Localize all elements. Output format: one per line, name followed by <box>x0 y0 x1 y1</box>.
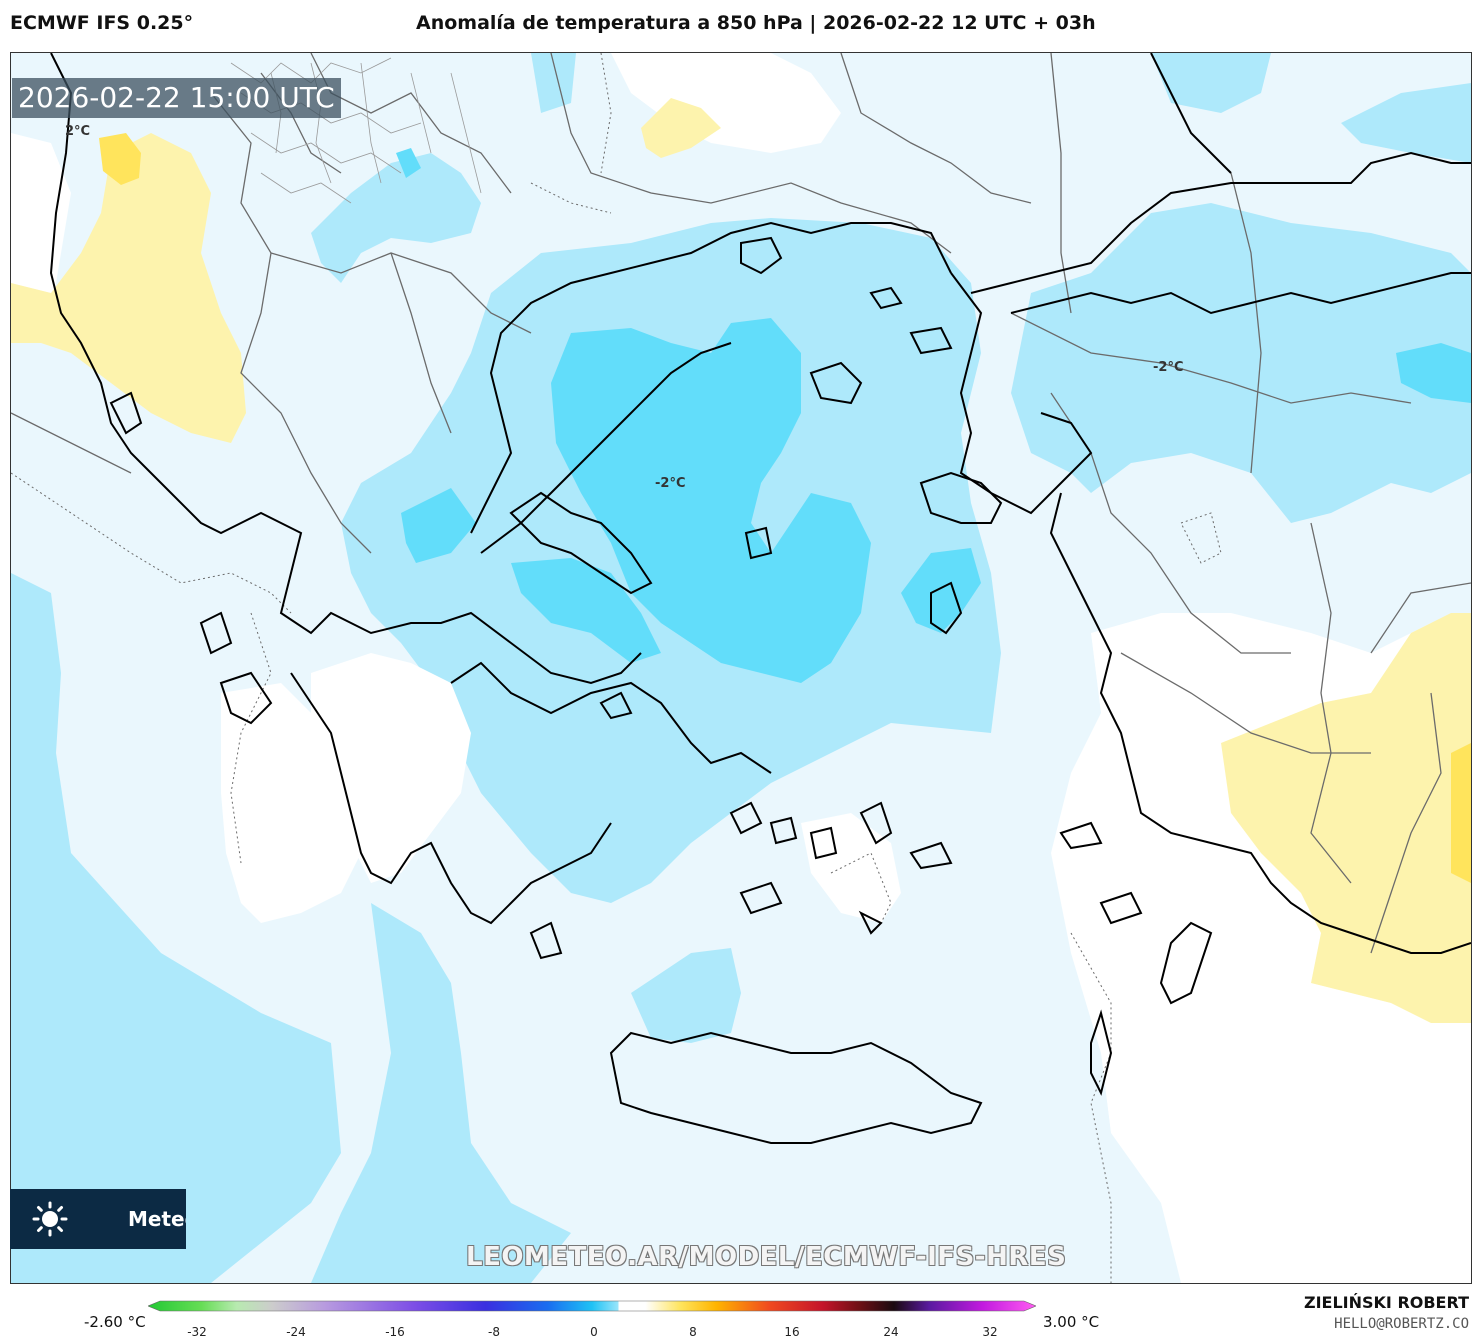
logo-text: Meteo <box>128 1207 186 1231</box>
colorbar-tick: -32 <box>187 1325 207 1339</box>
source-url: LEOMETEO.AR/MODEL/ECMWF-IFS-HRES <box>466 1242 1067 1272</box>
chart-title: Anomalía de temperatura a 850 hPa | 2026… <box>416 12 1096 34</box>
colorbar-tick: 32 <box>982 1325 997 1339</box>
island-euboea <box>509 491 653 595</box>
colorbar-tick: -16 <box>385 1325 405 1339</box>
colorbar-tick: -8 <box>488 1325 500 1339</box>
island-milos <box>739 881 783 915</box>
anomaly-fill-ionian <box>311 903 571 1283</box>
island-kefalonia <box>219 671 273 725</box>
leometeo-logo: Meteo <box>10 1189 186 1249</box>
author-email: HELLO@ROBERTZ.CO <box>1334 1316 1469 1332</box>
island-lesbos <box>919 471 1003 524</box>
anomaly-fill-bulgaria-warm <box>641 98 721 158</box>
isoline-label-2c: 2°C <box>65 124 90 139</box>
sun-icon <box>32 1201 68 1237</box>
island-kos <box>1099 891 1143 925</box>
anomaly-fill-thessaly <box>401 488 476 563</box>
anomaly-fill-turkey <box>1011 203 1471 523</box>
island-aegina <box>599 691 633 720</box>
island-thasos <box>740 236 783 275</box>
anomaly-fill-turkey-east <box>1396 343 1471 403</box>
colorbar-tick: 0 <box>590 1325 598 1339</box>
anomaly-fill-cyclades-white <box>801 813 901 923</box>
island-imbros <box>909 326 953 355</box>
colorbar-tick: -24 <box>286 1325 306 1339</box>
anomaly-fill-west-sea <box>11 573 341 1283</box>
author-credit: ZIELIŃSKI ROBERT <box>1303 1293 1469 1312</box>
valid-time-badge: 2026-02-22 15:00 UTC <box>12 78 341 118</box>
maritime-boundaries <box>11 53 1222 1283</box>
anomaly-fill-turkey-sw-warm <box>1221 613 1471 1023</box>
anomaly-fill-peloponnese-white <box>311 653 471 883</box>
island-rhodes <box>1159 921 1213 1005</box>
coastlines <box>49 53 1471 954</box>
map-panel: 2°C -2°C -2°C <box>10 52 1472 1284</box>
island-tinos <box>769 816 798 845</box>
anomaly-fill-gulf-corinth <box>511 558 661 663</box>
island-corfu <box>109 391 143 435</box>
isoline-label-minus2c-east: -2°C <box>1153 360 1183 375</box>
island-chios <box>930 581 963 635</box>
map-svg: 2°C -2°C -2°C <box>11 53 1471 1283</box>
colorbar-gradient <box>148 1300 1036 1312</box>
islands <box>109 236 1213 1144</box>
anomaly-fill-albania-white <box>11 133 71 333</box>
island-naxos <box>859 801 893 845</box>
island-limnos <box>809 361 863 405</box>
anomaly-fill-north-white <box>611 53 841 153</box>
island-samos <box>1059 821 1103 850</box>
isoline-label-minus2c-aegean: -2°C <box>655 476 685 491</box>
island-andros <box>729 801 763 835</box>
island-kythira <box>529 921 563 960</box>
anomaly-fill-albania-hot <box>99 133 141 185</box>
island-ikaria <box>909 841 953 870</box>
island-santorini <box>858 910 883 935</box>
anomaly-fill-black-sea <box>1151 53 1271 113</box>
anomaly-fill-albania-warm <box>11 133 246 443</box>
anomaly-fill-black-sea-east <box>1341 83 1471 163</box>
colorbar-min-label: -2.60 °C <box>84 1313 146 1331</box>
island-crete <box>609 1031 983 1144</box>
colorbar-max-label: 3.00 °C <box>1043 1313 1100 1331</box>
anomaly-fill-crete-sea <box>631 948 741 1043</box>
colorbar-tick: 16 <box>784 1325 799 1339</box>
island-lefkada <box>199 611 233 655</box>
anomaly-fill-balkan-north <box>311 153 481 283</box>
anomaly-fill-north-aegean-core <box>551 318 871 683</box>
anomaly-fill-balkan-nw <box>531 53 576 113</box>
island-samothrace <box>869 286 903 310</box>
model-name: ECMWF IFS 0.25° <box>10 12 194 34</box>
anomaly-fill-turkey-sw-hot <box>1451 743 1471 883</box>
anomaly-fill-small-core <box>396 148 421 178</box>
island-paros <box>809 826 838 860</box>
colorbar-tick: 8 <box>689 1325 697 1339</box>
colorbar-tick: 24 <box>883 1325 898 1339</box>
island-karpathos <box>1090 1009 1113 1096</box>
colorbar: -32 -24 -16 -8 0 8 16 24 32 <box>148 1300 1036 1339</box>
island-skyros <box>744 526 773 560</box>
